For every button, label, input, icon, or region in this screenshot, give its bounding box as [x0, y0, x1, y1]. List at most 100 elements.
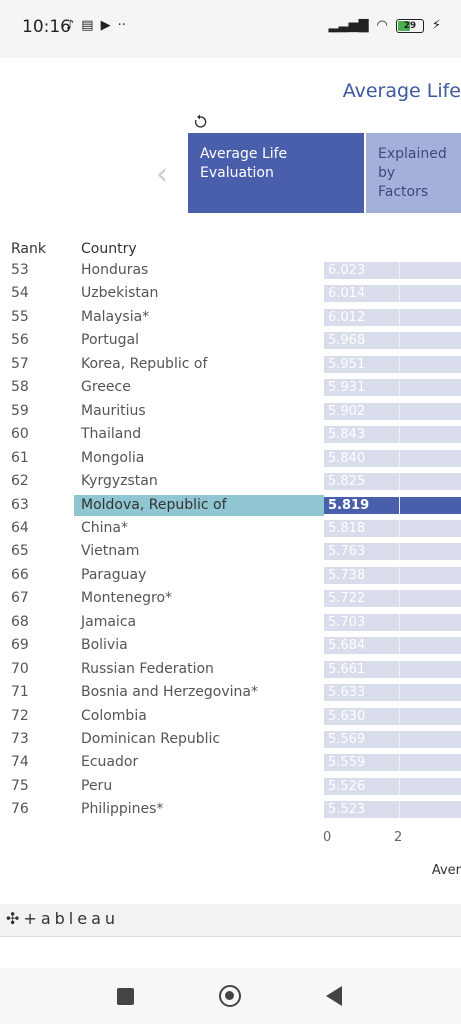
value-bar[interactable] — [324, 754, 461, 772]
value-bar[interactable] — [324, 332, 461, 350]
table-row[interactable]: 75 Peru 5.526 — [0, 776, 461, 800]
country-cell: Moldova, Republic of — [81, 496, 227, 513]
value-bar[interactable] — [324, 777, 461, 795]
table-row[interactable]: 56 Portugal 5.968 — [0, 330, 461, 354]
gridline — [399, 496, 400, 514]
message-icon: ▤ — [81, 18, 94, 33]
tab-average-life-evaluation[interactable]: Average Life Evaluation — [188, 133, 364, 213]
value-bar[interactable] — [324, 566, 461, 584]
table-row[interactable]: 73 Dominican Republic 5.569 — [0, 729, 461, 753]
table-row[interactable]: 58 Greece 5.931 — [0, 377, 461, 401]
value-label: 5.738 — [328, 567, 366, 583]
country-cell: Jamaica — [81, 613, 137, 630]
country-cell: Mongolia — [81, 449, 145, 466]
back-icon[interactable] — [326, 986, 342, 1006]
country-cell: Kyrgyzstan — [81, 473, 158, 490]
value-bar[interactable] — [324, 731, 461, 748]
tab-label: Average Life — [200, 146, 288, 162]
rank-cell: 70 — [11, 660, 29, 677]
table-row[interactable]: 64 China* 5.818 — [0, 518, 461, 542]
tableau-logo[interactable]: ✣+ableau — [6, 909, 120, 928]
country-cell: Paraguay — [81, 566, 147, 583]
value-bar[interactable] — [324, 684, 461, 702]
table-row[interactable]: 68 Jamaica 5.703 — [0, 612, 461, 636]
viz-content: Average Life ‹ Average Life Evaluation E… — [0, 58, 461, 968]
value-bar[interactable] — [324, 543, 461, 561]
rank-cell: 64 — [11, 519, 29, 536]
rank-cell: 65 — [11, 543, 29, 560]
table-row[interactable]: 67 Montenegro* 5.722 — [0, 588, 461, 612]
value-bar[interactable] — [324, 402, 461, 420]
value-bar[interactable] — [324, 590, 461, 608]
country-cell: Thailand — [81, 426, 142, 443]
table-row[interactable]: 61 Mongolia 5.840 — [0, 448, 461, 472]
country-cell: Peru — [81, 777, 113, 794]
value-bar[interactable] — [324, 496, 461, 514]
chevron-left-icon[interactable]: ‹ — [156, 157, 168, 192]
gridline — [399, 473, 400, 491]
recents-icon[interactable] — [117, 988, 134, 1005]
table-row[interactable]: 53 Honduras 6.023 — [0, 260, 461, 284]
value-bar[interactable] — [324, 613, 461, 631]
rank-cell: 74 — [11, 754, 29, 771]
value-bar[interactable] — [324, 262, 461, 279]
value-bar[interactable] — [324, 801, 461, 819]
value-bar[interactable] — [324, 355, 461, 373]
table-row[interactable]: 72 Colombia 5.630 — [0, 706, 461, 730]
table-row[interactable]: 70 Russian Federation 5.661 — [0, 659, 461, 683]
revert-icon[interactable] — [192, 114, 208, 130]
value-label: 5.818 — [328, 520, 366, 536]
table-row[interactable]: 57 Korea, Republic of 5.951 — [0, 354, 461, 378]
tab-label: Factors — [378, 184, 429, 200]
table-row[interactable]: 71 Bosnia and Herzegovina* 5.633 — [0, 682, 461, 706]
table-row[interactable]: 74 Ecuador 5.559 — [0, 752, 461, 776]
value-bar[interactable] — [324, 637, 461, 655]
rank-cell: 54 — [11, 285, 29, 302]
value-bar[interactable] — [324, 285, 461, 303]
gridline — [399, 566, 400, 584]
value-label: 5.661 — [328, 661, 366, 677]
rank-cell: 59 — [11, 402, 29, 419]
table-row[interactable]: 62 Kyrgyzstan 5.825 — [0, 471, 461, 495]
gridline — [399, 519, 400, 537]
table-row[interactable]: 59 Mauritius 5.902 — [0, 401, 461, 425]
gridline — [399, 449, 400, 467]
value-bar[interactable] — [324, 519, 461, 537]
country-cell: Colombia — [81, 707, 147, 724]
value-bar[interactable] — [324, 707, 461, 725]
tab-label: Evaluation — [200, 165, 274, 181]
status-bar: 10:16 ♪ ▤ ▶ ·· ▂▃▅▇ ◠ 29 ⚡ — [0, 0, 461, 58]
wifi-icon: ◠ — [376, 18, 388, 33]
value-bar[interactable] — [324, 379, 461, 397]
value-bar[interactable] — [324, 449, 461, 467]
value-bar[interactable] — [324, 660, 461, 678]
table-row[interactable]: 55 Malaysia* 6.012 — [0, 307, 461, 331]
home-icon[interactable] — [219, 985, 241, 1007]
tab-label: Explained by — [378, 146, 447, 181]
table-row[interactable]: 76 Philippines* 5.523 — [0, 799, 461, 823]
rank-cell: 72 — [11, 707, 29, 724]
rank-cell: 68 — [11, 613, 29, 630]
value-label: 5.630 — [328, 708, 366, 724]
signal-icon: ▂▃▅▇ — [328, 18, 369, 33]
more-dots-icon: ·· — [117, 18, 126, 33]
table-row[interactable]: 63 Moldova, Republic of 5.819 — [0, 494, 461, 519]
table-row[interactable]: 65 Vietnam 5.763 — [0, 541, 461, 565]
value-bar[interactable] — [324, 308, 461, 326]
value-label: 5.825 — [328, 474, 366, 490]
value-label: 5.526 — [328, 778, 366, 794]
gridline — [399, 801, 400, 819]
table-row[interactable]: 69 Bolivia 5.684 — [0, 635, 461, 659]
tab-explained-by-factors[interactable]: Explained by Factors — [366, 133, 461, 213]
gridline — [399, 402, 400, 420]
value-bar[interactable] — [324, 426, 461, 444]
gridline — [399, 777, 400, 795]
value-bar[interactable] — [324, 473, 461, 491]
table-row[interactable]: 54 Uzbekistan 6.014 — [0, 283, 461, 307]
gridline — [399, 379, 400, 397]
table-row[interactable]: 60 Thailand 5.843 — [0, 424, 461, 448]
gridline — [399, 731, 400, 748]
table-row[interactable]: 66 Paraguay 5.738 — [0, 565, 461, 589]
value-label: 5.902 — [328, 403, 366, 419]
country-cell: Dominican Republic — [81, 731, 221, 747]
